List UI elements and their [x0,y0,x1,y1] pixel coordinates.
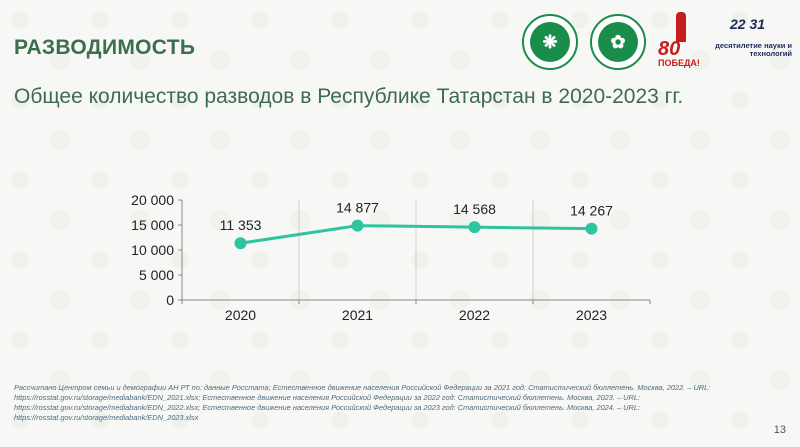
y-axis-labels: 0 5 000 10 000 15 000 20 000 [131,192,174,308]
page-number: 13 [773,424,786,436]
slide-title: РАЗВОДИМОСТЬ [14,36,196,59]
x-tick-label-2023: 2023 [576,307,607,323]
victory-number: 80 [658,38,681,60]
divorces-series-line [240,224,592,245]
y-tick-label: 5 000 [139,267,174,283]
statue-icon [676,12,686,42]
decade-text: десятилетие науки и технологий [715,41,792,58]
x-axis-labels: 2020 2021 2022 2023 [225,307,607,323]
data-point-2020 [234,237,247,250]
logo-family-center: ✿ [590,14,646,70]
y-tick-label: 20 000 [131,192,174,208]
logo-tatarstan: ❋ [522,14,578,70]
source-footnote: Рассчитано Центром семьи и демографии АН… [14,383,711,422]
decade-numbers: 22 31 [730,16,766,32]
series-line [240,224,592,245]
chart-subtitle: Общее количество разводов в Республике Т… [14,85,684,108]
data-point-2023 [585,222,598,235]
y-tick-label: 10 000 [131,242,174,258]
logo-victory-80: 80 ПОБЕДА! [658,12,704,70]
y-tick-label: 15 000 [131,217,174,233]
x-tick-label-2020: 2020 [225,307,256,323]
data-label-2022: 14 568 [453,201,496,217]
data-points [234,219,598,250]
family-emblem-icon: ✿ [598,22,638,62]
chart-axes [178,199,651,304]
y-tick-label: 0 [166,292,174,308]
victory-word: ПОБЕДА! [658,58,700,68]
x-tick-label-2022: 2022 [459,307,490,323]
data-label-2020: 11 353 [220,217,262,233]
data-labels: 11 353 14 877 14 568 14 267 [220,200,614,234]
data-label-2021: 14 877 [336,200,379,216]
logo-decade-science: 22 31 десятилетие науки и технологий [708,16,794,62]
data-point-2022 [468,221,481,234]
chart-grid [298,200,534,300]
x-tick-label-2021: 2021 [342,307,373,323]
data-label-2023: 14 267 [570,203,613,219]
tatarstan-emblem-icon: ❋ [530,22,570,62]
data-point-2021 [351,219,364,232]
